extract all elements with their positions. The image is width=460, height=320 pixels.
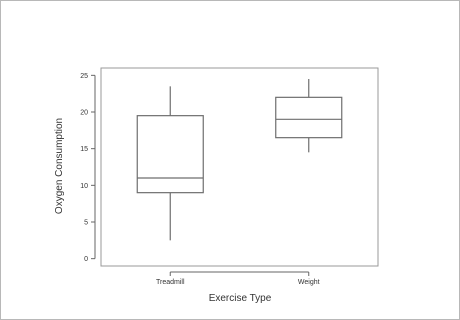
iqr-box-weight	[275, 96, 343, 139]
plot-area-frame	[100, 67, 379, 267]
y-tick-label: 0	[84, 256, 88, 263]
x-axis: Treadmill Weight	[156, 271, 320, 286]
x-tick-label-weight: Weight	[298, 279, 320, 286]
y-tick-label: 15	[80, 146, 88, 153]
box-treadmill	[136, 86, 204, 241]
y-tick-label: 25	[80, 73, 88, 80]
y-axis: 0 5 10 15 20 25	[80, 73, 96, 263]
y-tick-label: 5	[84, 220, 88, 227]
boxes-group	[136, 79, 343, 241]
y-tick-label: 10	[80, 183, 88, 190]
x-tick-label-treadmill: Treadmill	[156, 279, 185, 286]
y-axis-title: Oxygen Consumption	[54, 118, 65, 214]
y-tick-label: 20	[80, 110, 88, 117]
iqr-box-treadmill	[136, 115, 204, 194]
box-weight	[275, 79, 343, 153]
x-axis-title: Exercise Type	[209, 293, 272, 304]
